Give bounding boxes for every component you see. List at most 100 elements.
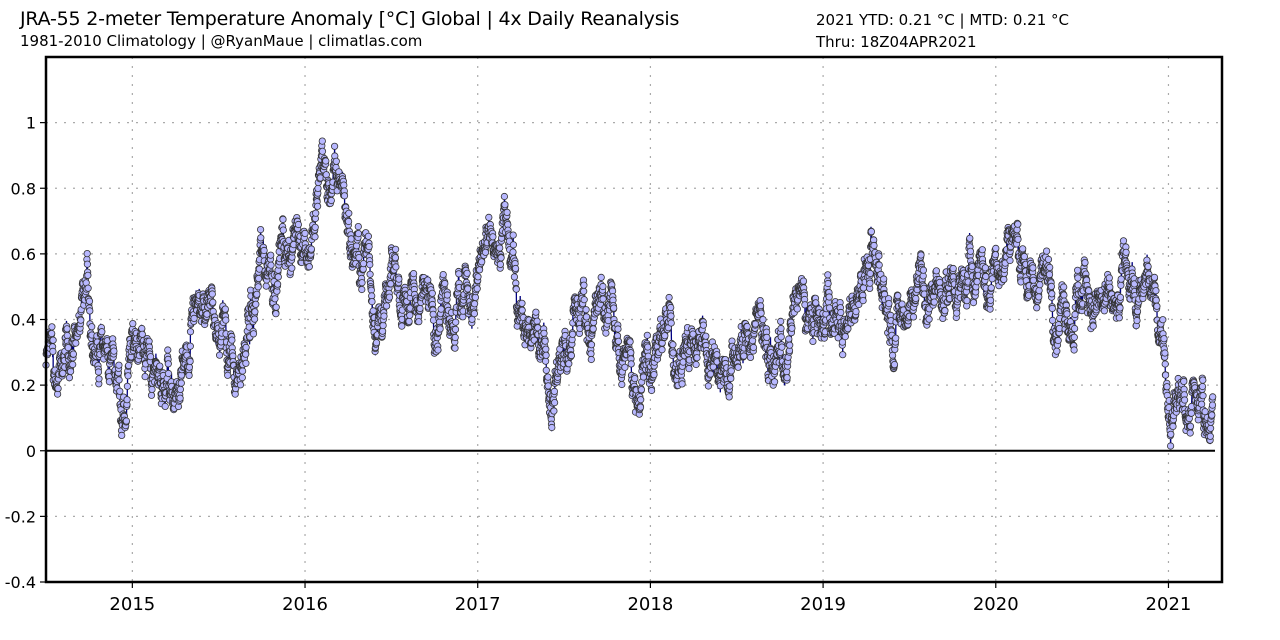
- data-point: [474, 273, 482, 281]
- data-point: [1060, 283, 1068, 291]
- data-point: [610, 304, 618, 312]
- series-anomaly: [42, 137, 1217, 450]
- data-point: [262, 282, 270, 290]
- data-point: [1036, 281, 1044, 289]
- data-point: [799, 277, 808, 285]
- data-point: [236, 381, 245, 389]
- data-point: [186, 357, 194, 365]
- data-point: [379, 321, 387, 330]
- data-point: [1152, 287, 1160, 295]
- data-point: [548, 423, 556, 432]
- data-point: [156, 362, 164, 370]
- data-point: [455, 270, 463, 278]
- data-point: [252, 300, 260, 308]
- data-point: [1035, 286, 1043, 295]
- data-point: [783, 374, 791, 382]
- data-point: [1198, 382, 1207, 391]
- data-point: [307, 245, 315, 253]
- data-point: [647, 386, 656, 395]
- data-point: [84, 284, 92, 292]
- data-point: [597, 273, 605, 281]
- data-point: [1105, 274, 1113, 282]
- data-point: [209, 298, 217, 306]
- chart-subtitle: 1981-2010 Climatology | @RyanMaue | clim…: [20, 32, 423, 50]
- data-point: [332, 157, 340, 165]
- data-point: [637, 396, 645, 404]
- data-point: [565, 360, 573, 368]
- data-point: [867, 228, 876, 236]
- data-point: [892, 334, 900, 342]
- data-point: [186, 342, 194, 350]
- data-point: [1074, 266, 1082, 274]
- data-point: [94, 368, 103, 376]
- data-point: [589, 325, 597, 333]
- data-point: [318, 147, 327, 155]
- data-point: [354, 230, 363, 238]
- data-point: [1169, 422, 1177, 430]
- data-point: [542, 351, 550, 359]
- data-point: [825, 293, 833, 301]
- data-point: [216, 351, 224, 359]
- y-tick-label: 1: [26, 114, 36, 133]
- data-point: [110, 347, 118, 355]
- data-point: [1116, 304, 1124, 312]
- data-point: [839, 351, 847, 359]
- data-point: [793, 305, 801, 313]
- data-point: [203, 310, 211, 318]
- data-point: [966, 234, 974, 242]
- data-point: [667, 312, 675, 320]
- data-point: [1029, 276, 1038, 284]
- data-point: [305, 263, 313, 271]
- data-point: [518, 306, 526, 314]
- data-point: [224, 371, 232, 379]
- data-point: [618, 380, 626, 389]
- data-point: [69, 350, 78, 358]
- data-point: [125, 361, 133, 370]
- data-point: [825, 304, 834, 312]
- data-point: [251, 308, 259, 316]
- data-point: [1014, 220, 1022, 228]
- data-point: [501, 201, 509, 209]
- y-axis: -0.4-0.200.20.40.60.81: [5, 114, 46, 592]
- data-point: [1049, 316, 1057, 324]
- data-point: [429, 310, 437, 318]
- data-point: [550, 398, 559, 407]
- data-point: [272, 310, 280, 318]
- data-point: [991, 251, 1000, 259]
- data-point: [164, 369, 173, 378]
- data-point: [1070, 346, 1078, 354]
- data-point: [327, 196, 335, 205]
- data-point: [177, 379, 185, 387]
- data-point: [1033, 304, 1041, 312]
- data-point: [1053, 347, 1061, 355]
- data-point: [116, 387, 124, 395]
- data-point: [614, 325, 622, 333]
- data-point: [380, 312, 388, 320]
- data-point: [392, 263, 400, 271]
- data-point: [542, 366, 550, 374]
- data-point: [667, 303, 675, 312]
- data-point: [1150, 273, 1159, 281]
- data-point: [963, 296, 971, 305]
- data-point: [987, 284, 995, 292]
- data-point: [1201, 407, 1209, 416]
- data-point: [925, 315, 933, 323]
- data-point: [518, 299, 526, 307]
- data-point: [314, 184, 322, 192]
- y-tick-label: -0.2: [5, 507, 36, 526]
- data-point: [359, 259, 368, 268]
- data-point: [49, 336, 57, 344]
- data-point: [511, 264, 520, 273]
- data-point: [239, 367, 247, 375]
- data-point: [470, 309, 478, 318]
- data-point: [936, 278, 944, 286]
- data-point: [54, 384, 62, 393]
- data-point: [311, 233, 319, 241]
- data-point: [406, 311, 414, 319]
- data-point: [743, 322, 751, 331]
- data-point: [311, 223, 319, 231]
- data-point: [345, 209, 353, 217]
- data-point: [941, 307, 949, 315]
- data-point: [626, 338, 634, 346]
- data-point: [550, 407, 558, 415]
